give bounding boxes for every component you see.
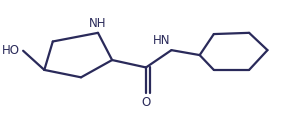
Text: NH: NH: [89, 17, 107, 30]
Text: HN: HN: [153, 34, 170, 47]
Text: O: O: [141, 96, 151, 110]
Text: HO: HO: [2, 44, 20, 57]
